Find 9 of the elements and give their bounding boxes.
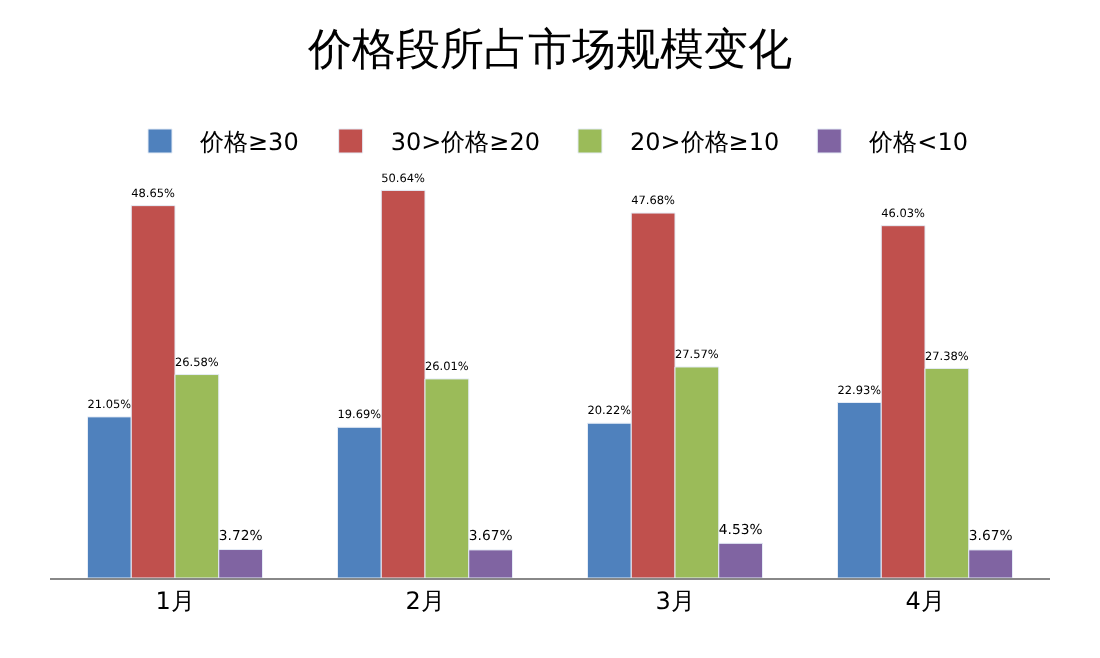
chart-title: 价格段所占市场规模变化: [306, 25, 792, 76]
legend-label: 30>价格≥20: [390, 128, 540, 157]
legend-label: 价格≥30: [198, 128, 299, 157]
x-tick-label: 1月: [155, 586, 195, 615]
legend-label: 价格<10: [867, 128, 968, 157]
x-tick-label: 2月: [405, 586, 445, 615]
legend-label: 20>价格≥10: [629, 128, 780, 157]
x-tick-label: 3月: [655, 586, 695, 615]
x-tick-label: 4月: [905, 586, 945, 615]
